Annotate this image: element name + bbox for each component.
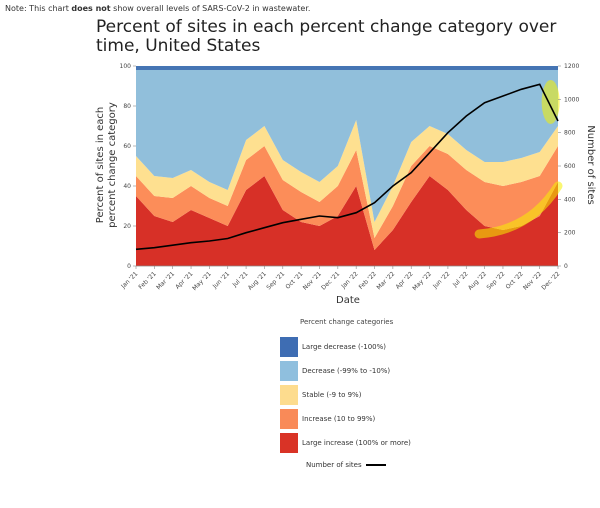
area-series-3 (136, 70, 558, 222)
legend-label: Large decrease (-100%) (302, 343, 387, 351)
y2-tick-label: 1200 (564, 63, 579, 70)
y2-axis-title: Number of sites (585, 125, 596, 204)
y-axis-title-line1: Percent of sites in each (95, 107, 106, 223)
y-tick-label: 80 (123, 103, 131, 110)
y-tick-label: 20 (123, 223, 131, 230)
legend-item-1: Decrease (-99% to -10%) (280, 359, 440, 383)
highlight-peak (541, 80, 560, 124)
y2-tick-label: 400 (564, 196, 576, 203)
area-series-1 (136, 146, 558, 250)
legend-line-label: Number of sites (306, 461, 362, 469)
x-tick-label: May '21 (191, 270, 213, 292)
x-tick-label: Aug '21 (247, 270, 268, 291)
x-tick-label: May '22 (411, 270, 433, 292)
legend-swatch (280, 385, 298, 405)
sites-line (135, 83, 559, 251)
note-suffix: show overall levels of SARS-CoV-2 in was… (110, 4, 311, 13)
legend-label: Stable (-9 to 9%) (302, 391, 362, 399)
y-axis-title-line2: percent change category (107, 102, 118, 228)
highlight-annotations (474, 80, 563, 239)
x-tick-label: Dec '21 (320, 270, 341, 291)
y-tick-label: 40 (123, 183, 131, 190)
y2-tick-label: 1000 (564, 96, 579, 103)
legend-items: Large decrease (-100%) Decrease (-99% to … (280, 335, 440, 455)
x-tick-label: Nov '21 (302, 270, 323, 291)
legend-title: Percent change categories (300, 318, 394, 326)
area-series-2 (136, 120, 558, 238)
x-tick-label: Jun '21 (211, 270, 231, 290)
legend-item-0: Large decrease (-100%) (280, 335, 440, 359)
x-tick-label: Jan '21 (119, 270, 139, 290)
x-tick-label: Jun '22 (431, 270, 451, 290)
x-tick-label: Jan '22 (339, 270, 359, 290)
y-axis-title: Percent of sites in eachpercent change c… (95, 102, 118, 228)
x-tick-label: Mar '21 (155, 270, 176, 291)
legend-swatch (280, 409, 298, 429)
x-axis-title: Date (336, 295, 360, 306)
area-series-4 (136, 66, 558, 70)
legend-item-sites-line: Number of sites (306, 461, 440, 469)
x-tick-label: Feb '21 (137, 270, 158, 291)
chart-note: Note: This chart does not show overall l… (5, 4, 310, 13)
y2-tick-label: 600 (564, 163, 576, 170)
legend: Percent change categories Large decrease… (280, 318, 440, 469)
y2-tick-label: 800 (564, 130, 576, 137)
legend-label: Decrease (-99% to -10%) (302, 367, 391, 375)
y-tick-label: 60 (123, 143, 131, 150)
x-tick-label: Mar '22 (375, 270, 396, 291)
x-tick-label: Nov '22 (522, 270, 543, 291)
x-tick-label: Sep '22 (486, 270, 507, 291)
x-tick-label: Sep '21 (265, 270, 286, 291)
chart-title: Percent of sites in each percent change … (96, 17, 557, 56)
x-tick-label: Aug '22 (467, 270, 488, 291)
legend-item-3: Increase (10 to 99%) (280, 407, 440, 431)
area-series-0 (136, 176, 558, 266)
legend-label: Increase (10 to 99%) (302, 415, 376, 423)
y2-tick-label: 200 (564, 230, 576, 237)
y-tick-label: 100 (120, 63, 132, 70)
legend-swatch (280, 337, 298, 357)
x-tick-label: Dec '22 (540, 270, 561, 291)
sites-line-group (135, 83, 559, 251)
y-tick-label: 0 (127, 263, 131, 270)
y2-tick-label: 0 (564, 263, 568, 270)
legend-item-4: Large increase (100% or more) (280, 431, 440, 455)
x-tick-label: Feb '22 (358, 270, 379, 291)
legend-label: Large increase (100% or more) (302, 439, 411, 447)
legend-line-swatch (365, 464, 386, 466)
legend-item-2: Stable (-9 to 9%) (280, 383, 440, 407)
highlight-trend (474, 181, 563, 239)
area-layers (136, 66, 558, 266)
note-bold: does not (71, 4, 111, 13)
note-prefix: Note: This chart (5, 4, 72, 13)
legend-swatch (280, 361, 298, 381)
legend-swatch (280, 433, 298, 453)
